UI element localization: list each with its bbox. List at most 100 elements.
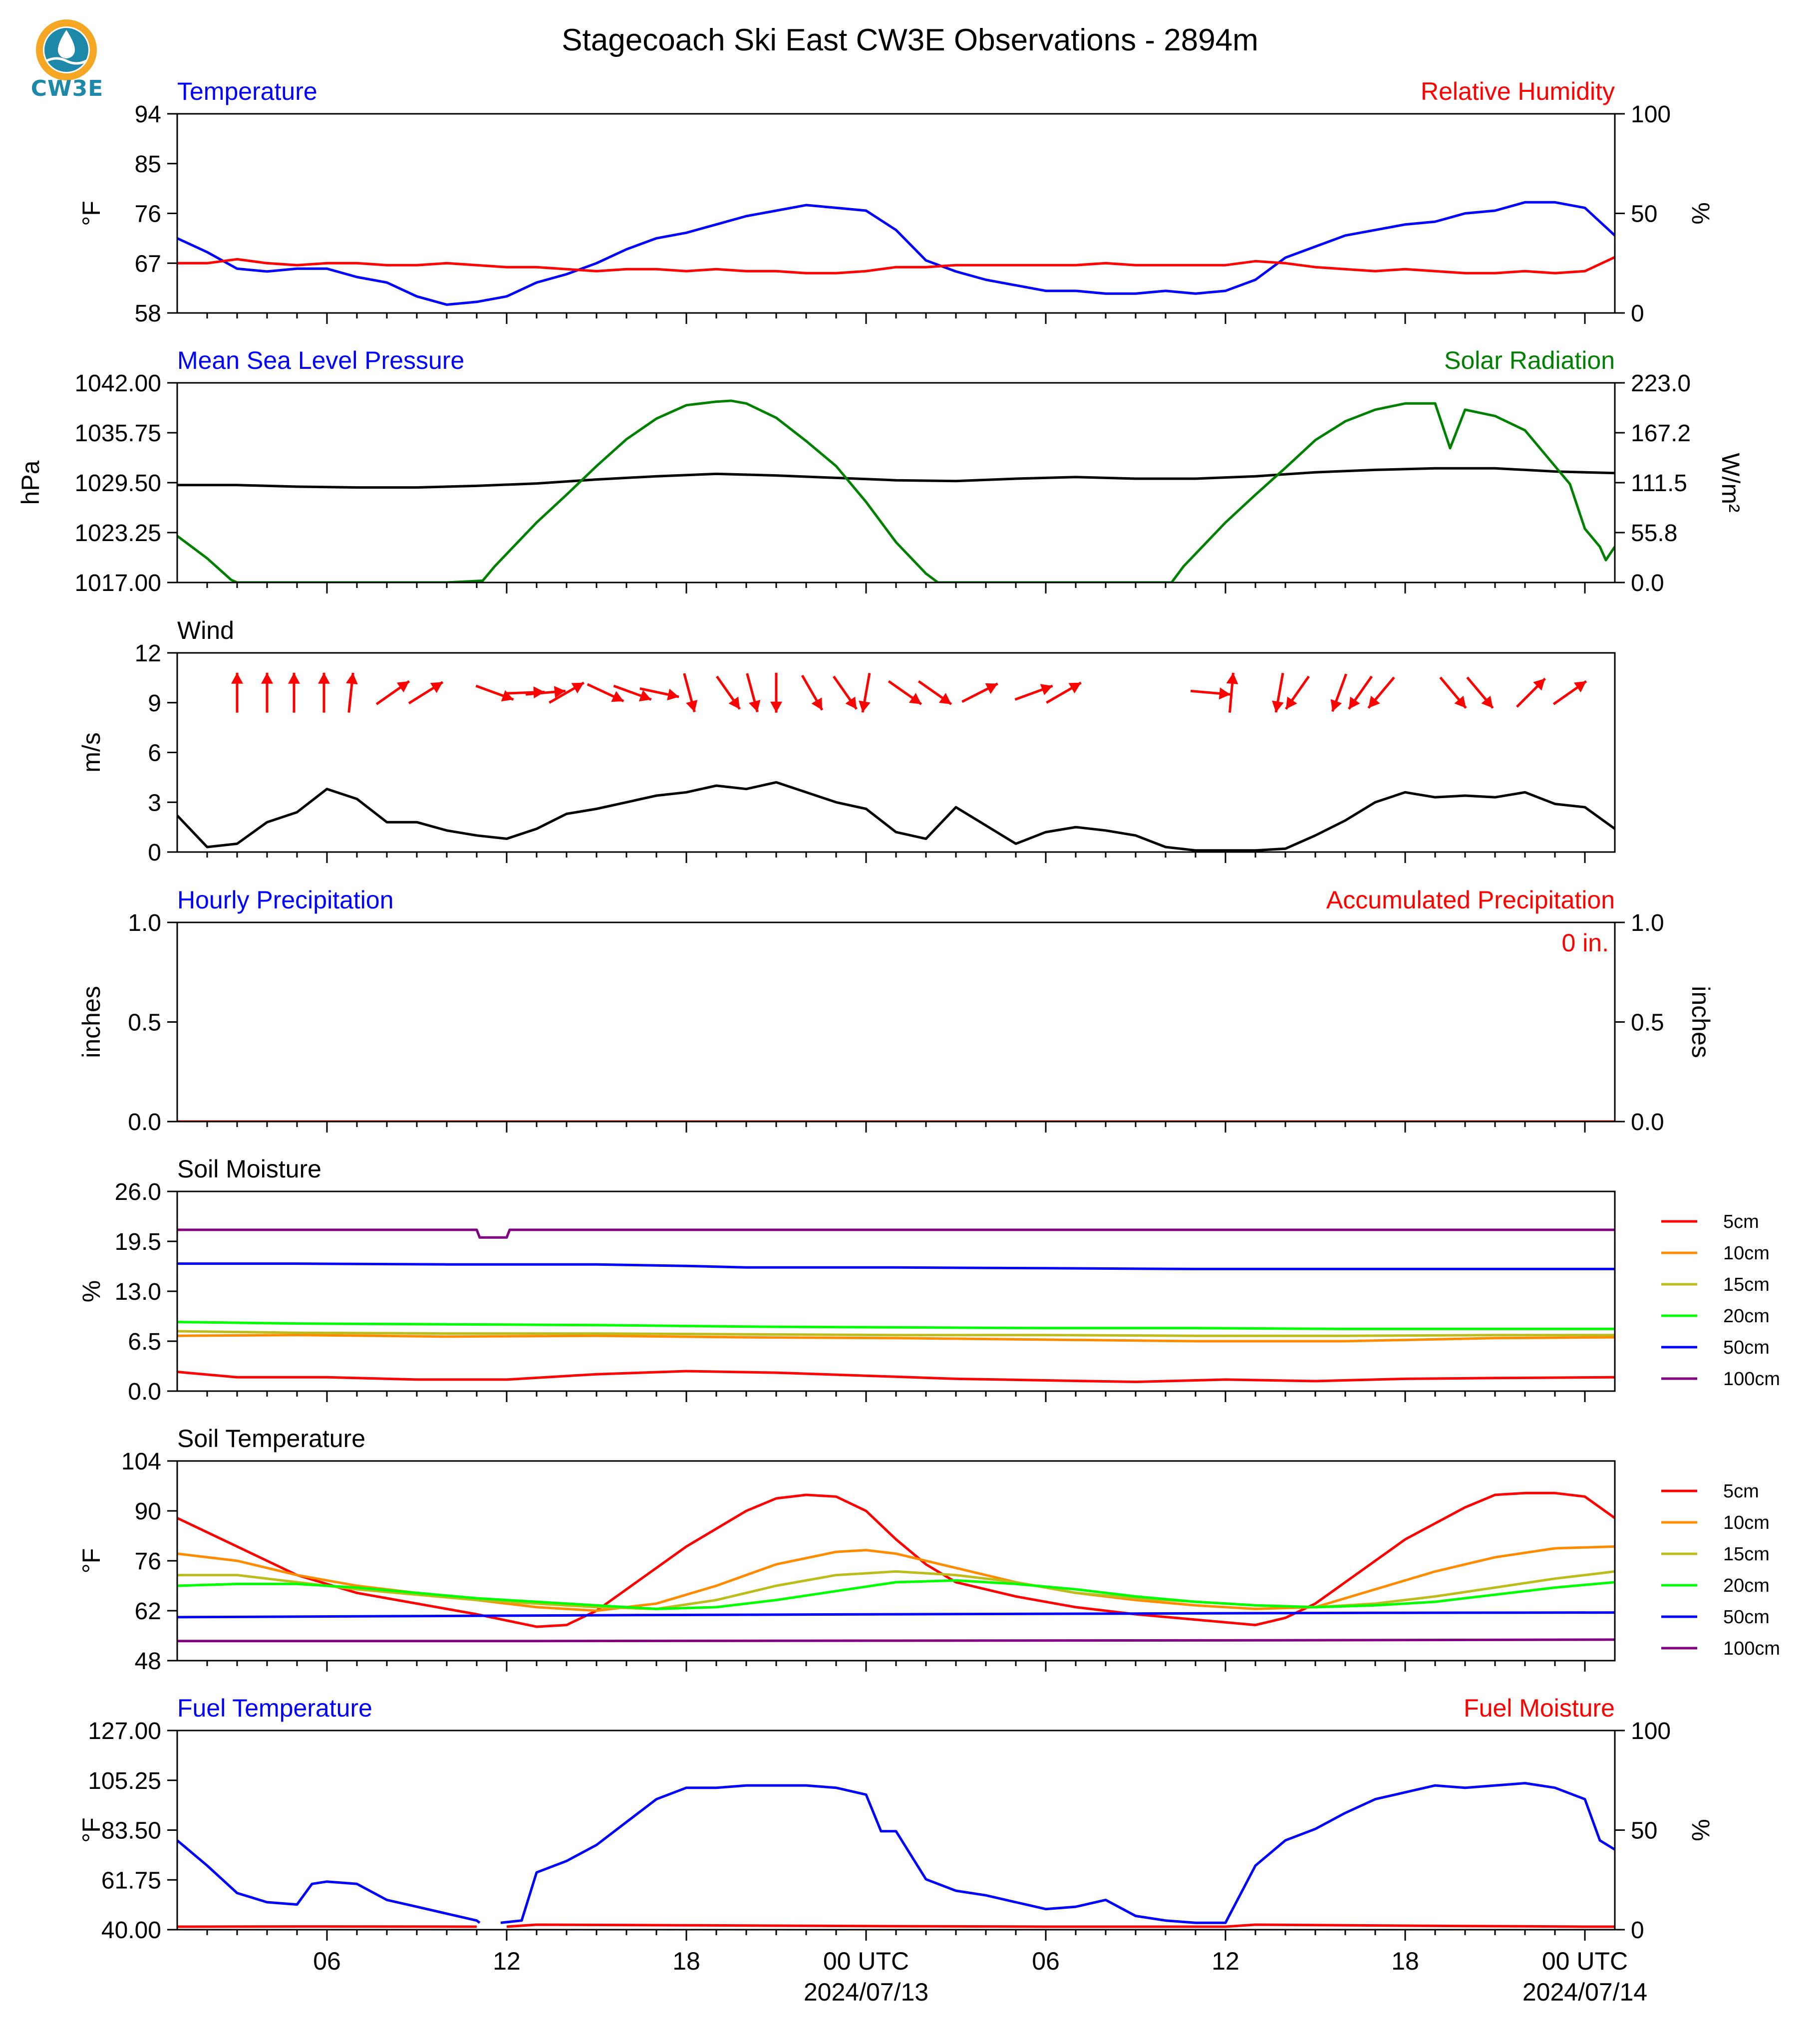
legend-label: 15cm [1723, 1544, 1770, 1565]
x-tick-label: 06 [1032, 1947, 1060, 1975]
y-tick-label: 0 [148, 840, 161, 866]
series-line-2 [500, 1782, 1615, 1924]
wind-arrow-head [1349, 696, 1360, 709]
wind-arrow-head [1226, 672, 1238, 684]
y-axis-label: inches [77, 986, 105, 1058]
y-tick-label: 76 [135, 201, 161, 228]
series-line-1 [177, 1839, 481, 1924]
wind-arrow [613, 684, 652, 702]
y-tick-label: 3 [148, 790, 161, 816]
wind-arrow [375, 680, 410, 705]
wind-arrow [917, 680, 952, 705]
series-line-20cm [177, 1321, 1615, 1330]
legend-label: 20cm [1723, 1306, 1770, 1327]
wind-arrow-head [1533, 678, 1545, 691]
y-tick-label: 0.0 [128, 1109, 161, 1136]
x-tick-label: 06 [313, 1947, 341, 1975]
wind-arrow [639, 687, 679, 701]
wind-arrow [1285, 675, 1310, 710]
x-tick-label: 18 [672, 1947, 700, 1975]
y-tick-label: 94 [135, 101, 161, 128]
y2-axis-label: % [1687, 1819, 1715, 1841]
wind-arrow-head [318, 672, 330, 684]
wind-arrow-head [938, 693, 951, 704]
y-tick-label: 127.00 [88, 1718, 161, 1744]
y-axis-label: hPa [16, 460, 44, 505]
legend-label: 100cm [1723, 1369, 1780, 1390]
y2-tick-label: 0.0 [1631, 570, 1664, 596]
wind-arrow-head [845, 696, 857, 709]
series-line-20cm [177, 1579, 1615, 1610]
wind-arrow-head [1218, 687, 1230, 700]
y-tick-label: 13.0 [115, 1279, 161, 1305]
wind-arrow [833, 675, 858, 710]
panel-title-right: Relative Humidity [1421, 77, 1615, 105]
legend: 5cm 10cm 15cm 20cm 50cm 100cm [1661, 1211, 1780, 1390]
x-tick-label: 00 UTC [1542, 1947, 1628, 1975]
y-tick-label: 0.5 [128, 1010, 161, 1036]
series-line-2 [177, 399, 1615, 582]
series-line-50cm [177, 1611, 1615, 1619]
wind-arrow-head [345, 673, 358, 685]
y-axis-label: °F [77, 201, 105, 226]
legend-label: 100cm [1723, 1638, 1780, 1659]
wind-arrow [859, 672, 871, 713]
accumulated-total: 0 in. [1561, 929, 1609, 957]
panel-1: Temperature Relative Humidity 58 67 76 85 94 0 5… [77, 77, 1715, 327]
wind-arrow [318, 672, 330, 713]
series-line-50cm [177, 1262, 1615, 1270]
logo-text: CW3E [30, 76, 104, 101]
y-tick-label: 26.0 [115, 1179, 161, 1205]
wind-arrow-head [571, 682, 584, 694]
y-tick-label: 104 [121, 1449, 161, 1475]
panel-title-left: Soil Temperature [177, 1425, 365, 1452]
y-tick-label: 76 [135, 1548, 161, 1575]
y-tick-label: 12 [135, 640, 161, 667]
legend-label: 10cm [1723, 1243, 1770, 1264]
wind-arrow-head [396, 681, 409, 693]
y-tick-label: 0.0 [128, 1379, 161, 1405]
x-date-label: 2024/07/13 [804, 1978, 928, 2006]
wind-arrow-head [1272, 700, 1284, 713]
series-line-10cm [177, 1334, 1615, 1343]
wind-arrow-head [811, 697, 822, 710]
wind-arrow [1348, 675, 1373, 710]
panel-title-left: Mean Sea Level Pressure [177, 346, 464, 374]
wind-arrow-head [728, 696, 740, 709]
y2-tick-label: 167.2 [1631, 420, 1691, 447]
wind-arrow-head [686, 700, 698, 712]
y-tick-label: 1029.50 [74, 470, 161, 497]
wind-arrow [1014, 684, 1053, 701]
y-tick-label: 9 [148, 690, 161, 717]
panel-frame [176, 921, 1616, 1123]
wind-arrow [716, 675, 741, 710]
wind-arrow [1367, 676, 1395, 709]
wind-arrow-head [430, 682, 443, 693]
y2-axis-label: inches [1687, 986, 1715, 1058]
panel-6: Soil Temperature 48 62 76 90 104 °F 5cm 10cm 15cm… [77, 1425, 1780, 1675]
wind-arrow [683, 673, 698, 713]
y2-tick-label: 50 [1631, 201, 1657, 228]
wind-arrow-head [1040, 684, 1053, 695]
panel-title-left: Soil Moisture [177, 1155, 321, 1183]
y-axis-label: % [77, 1280, 105, 1302]
wind-arrow-head [749, 700, 761, 712]
y-tick-label: 62 [135, 1598, 161, 1625]
y2-axis-label: % [1687, 202, 1715, 224]
y2-tick-label: 0.5 [1631, 1010, 1664, 1036]
wind-arrow-head [1573, 681, 1586, 693]
panel-title-right: Fuel Moisture [1464, 1694, 1615, 1722]
y-axis-label: m/s [77, 732, 105, 773]
wind-arrow [231, 672, 243, 713]
x-tick-label: 18 [1391, 1947, 1419, 1975]
wind-arrow-head [985, 683, 998, 694]
y2-tick-label: 100 [1631, 1718, 1671, 1744]
legend-label: 20cm [1723, 1575, 1770, 1596]
wind-arrow-head [501, 690, 514, 702]
series-line-1 [177, 201, 1615, 306]
y-tick-label: 83.50 [101, 1818, 161, 1844]
series-line-15cm [177, 1570, 1615, 1610]
y-tick-label: 19.5 [115, 1229, 161, 1255]
wind-arrow-head [554, 686, 566, 698]
y-tick-label: 1017.00 [74, 570, 161, 596]
